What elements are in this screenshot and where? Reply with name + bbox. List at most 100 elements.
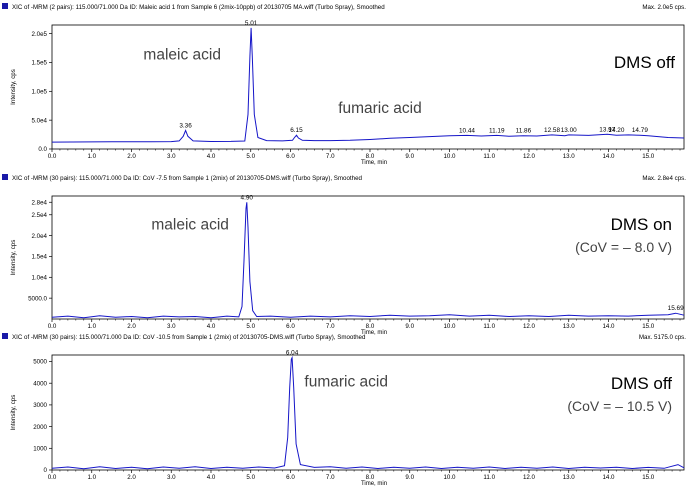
x-tick-label: 4.0 xyxy=(207,323,216,330)
x-tick-label: 2.0 xyxy=(127,153,136,160)
peak-label: 4.90 xyxy=(241,194,254,201)
x-tick-label: 4.0 xyxy=(207,153,216,160)
y-tick-label: 2.0e5 xyxy=(32,31,48,38)
y-tick-label: 1.5e4 xyxy=(32,254,48,261)
compound-annotation: maleic acid xyxy=(151,216,229,233)
panel-marker-icon xyxy=(2,333,8,339)
y-tick-label: 1000 xyxy=(33,446,47,453)
y-axis-label: Intensity, cps xyxy=(10,69,17,105)
x-tick-label: 8.0 xyxy=(366,323,375,330)
x-tick-label: 13.0 xyxy=(563,323,576,330)
x-tick-label: 10.0 xyxy=(443,474,456,481)
y-tick-label: 3000 xyxy=(33,402,47,409)
x-tick-label: 14.0 xyxy=(602,323,615,330)
y-tick-label: 0 xyxy=(44,467,48,474)
x-tick-label: 0.0 xyxy=(48,323,57,330)
condition-label: DMS on xyxy=(611,215,672,234)
peak-label: 12.58 xyxy=(544,127,560,134)
x-tick-label: 1.0 xyxy=(87,474,96,481)
x-tick-label: 2.0 xyxy=(127,474,136,481)
x-tick-label: 1.0 xyxy=(87,153,96,160)
max-intensity-label: Max. 2.8e4 cps. xyxy=(642,175,686,182)
peak-label: 14.20 xyxy=(608,127,624,134)
x-tick-label: 13.0 xyxy=(563,153,576,160)
x-tick-label: 12.0 xyxy=(523,323,536,330)
x-tick-label: 8.0 xyxy=(366,474,375,481)
y-tick-label: 0.0 xyxy=(38,146,47,153)
y-tick-label: 1.0e4 xyxy=(32,275,48,282)
y-tick-label: 2000 xyxy=(33,424,47,431)
y-axis-label: Intensity, cps xyxy=(10,240,17,276)
condition-label: (CoV = – 8.0 V) xyxy=(575,239,672,255)
chart-panel-2: XIC of -MRM (30 pairs): 115.000/71.000 D… xyxy=(2,174,686,336)
panel-marker-icon xyxy=(2,3,8,9)
peak-label: 10.44 xyxy=(459,127,475,134)
y-tick-label: 2.5e4 xyxy=(32,212,48,219)
x-tick-label: 6.0 xyxy=(286,474,295,481)
peak-label: 3.36 xyxy=(179,123,192,130)
x-tick-label: 6.0 xyxy=(286,153,295,160)
peak-label: 5.01 xyxy=(245,20,258,27)
x-tick-label: 5.0 xyxy=(246,153,255,160)
max-intensity-label: Max. 2.0e5 cps. xyxy=(642,4,686,11)
compound-annotation: maleic acid xyxy=(143,47,221,64)
peak-label: 11.86 xyxy=(516,128,532,135)
x-tick-label: 8.0 xyxy=(366,153,375,160)
x-tick-label: 11.0 xyxy=(483,474,495,481)
x-tick-label: 10.0 xyxy=(443,153,456,160)
max-intensity-label: Max. 5175.0 cps. xyxy=(639,334,686,341)
x-tick-label: 7.0 xyxy=(326,153,335,160)
y-tick-label: 2.0e4 xyxy=(32,233,48,240)
x-tick-label: 2.0 xyxy=(127,323,136,330)
condition-label: DMS off xyxy=(614,53,675,72)
x-tick-label: 4.0 xyxy=(207,474,216,481)
x-tick-label: 7.0 xyxy=(326,323,335,330)
y-tick-label: 2.8e4 xyxy=(32,199,48,206)
x-tick-label: 9.0 xyxy=(405,323,414,330)
compound-annotation: fumaric acid xyxy=(304,373,388,390)
panel-marker-icon xyxy=(2,174,8,180)
y-tick-label: 1.5e5 xyxy=(32,60,48,67)
chart-panel-1: XIC of -MRM (2 pairs): 115.000/71.000 Da… xyxy=(2,3,686,166)
chart-panel-3: XIC of -MRM (30 pairs): 115.000/71.000 D… xyxy=(2,333,686,487)
y-tick-label: 5000.0 xyxy=(28,295,47,302)
peak-label: 13.97 xyxy=(599,126,615,133)
x-tick-label: 3.0 xyxy=(167,323,176,330)
x-tick-label: 5.0 xyxy=(246,323,255,330)
condition-label: (CoV = – 10.5 V) xyxy=(567,398,672,414)
panel-header: XIC of -MRM (30 pairs): 115.000/71.000 D… xyxy=(12,334,366,341)
y-tick-label: 5.0e4 xyxy=(32,117,48,124)
x-tick-label: 9.0 xyxy=(405,474,414,481)
x-tick-label: 1.0 xyxy=(87,323,96,330)
x-tick-label: 11.0 xyxy=(483,323,495,330)
compound-annotation: fumaric acid xyxy=(338,100,422,117)
x-tick-label: 15.0 xyxy=(642,153,655,160)
chromatogram-trace xyxy=(51,27,685,143)
x-tick-label: 10.0 xyxy=(443,323,456,330)
plot-frame xyxy=(51,195,685,320)
x-tick-label: 6.0 xyxy=(286,323,295,330)
x-tick-label: 11.0 xyxy=(483,153,495,160)
x-tick-label: 15.0 xyxy=(642,474,655,481)
y-tick-label: 1.0e5 xyxy=(32,89,48,96)
x-tick-label: 9.0 xyxy=(405,153,414,160)
y-axis-label: Intensity, cps xyxy=(10,395,17,431)
plot-frame xyxy=(51,354,685,471)
x-tick-label: 0.0 xyxy=(48,474,57,481)
x-tick-label: 0.0 xyxy=(48,153,57,160)
x-tick-label: 13.0 xyxy=(563,474,576,481)
x-tick-label: 15.0 xyxy=(642,323,655,330)
panel-header: XIC of -MRM (30 pairs): 115.000/71.000 D… xyxy=(12,175,363,182)
x-tick-label: 3.0 xyxy=(167,474,176,481)
x-tick-label: 12.0 xyxy=(523,153,536,160)
x-axis-label: Time, min xyxy=(361,160,387,166)
peak-label: 13.00 xyxy=(561,127,577,134)
x-axis-label: Time, min xyxy=(361,330,387,336)
x-axis-label: Time, min xyxy=(361,481,387,487)
peak-label: 15.69 xyxy=(668,305,684,312)
x-tick-label: 14.0 xyxy=(602,474,615,481)
y-tick-label: 5000 xyxy=(33,359,47,366)
chromatogram-trace xyxy=(51,355,685,470)
x-tick-label: 3.0 xyxy=(167,153,176,160)
